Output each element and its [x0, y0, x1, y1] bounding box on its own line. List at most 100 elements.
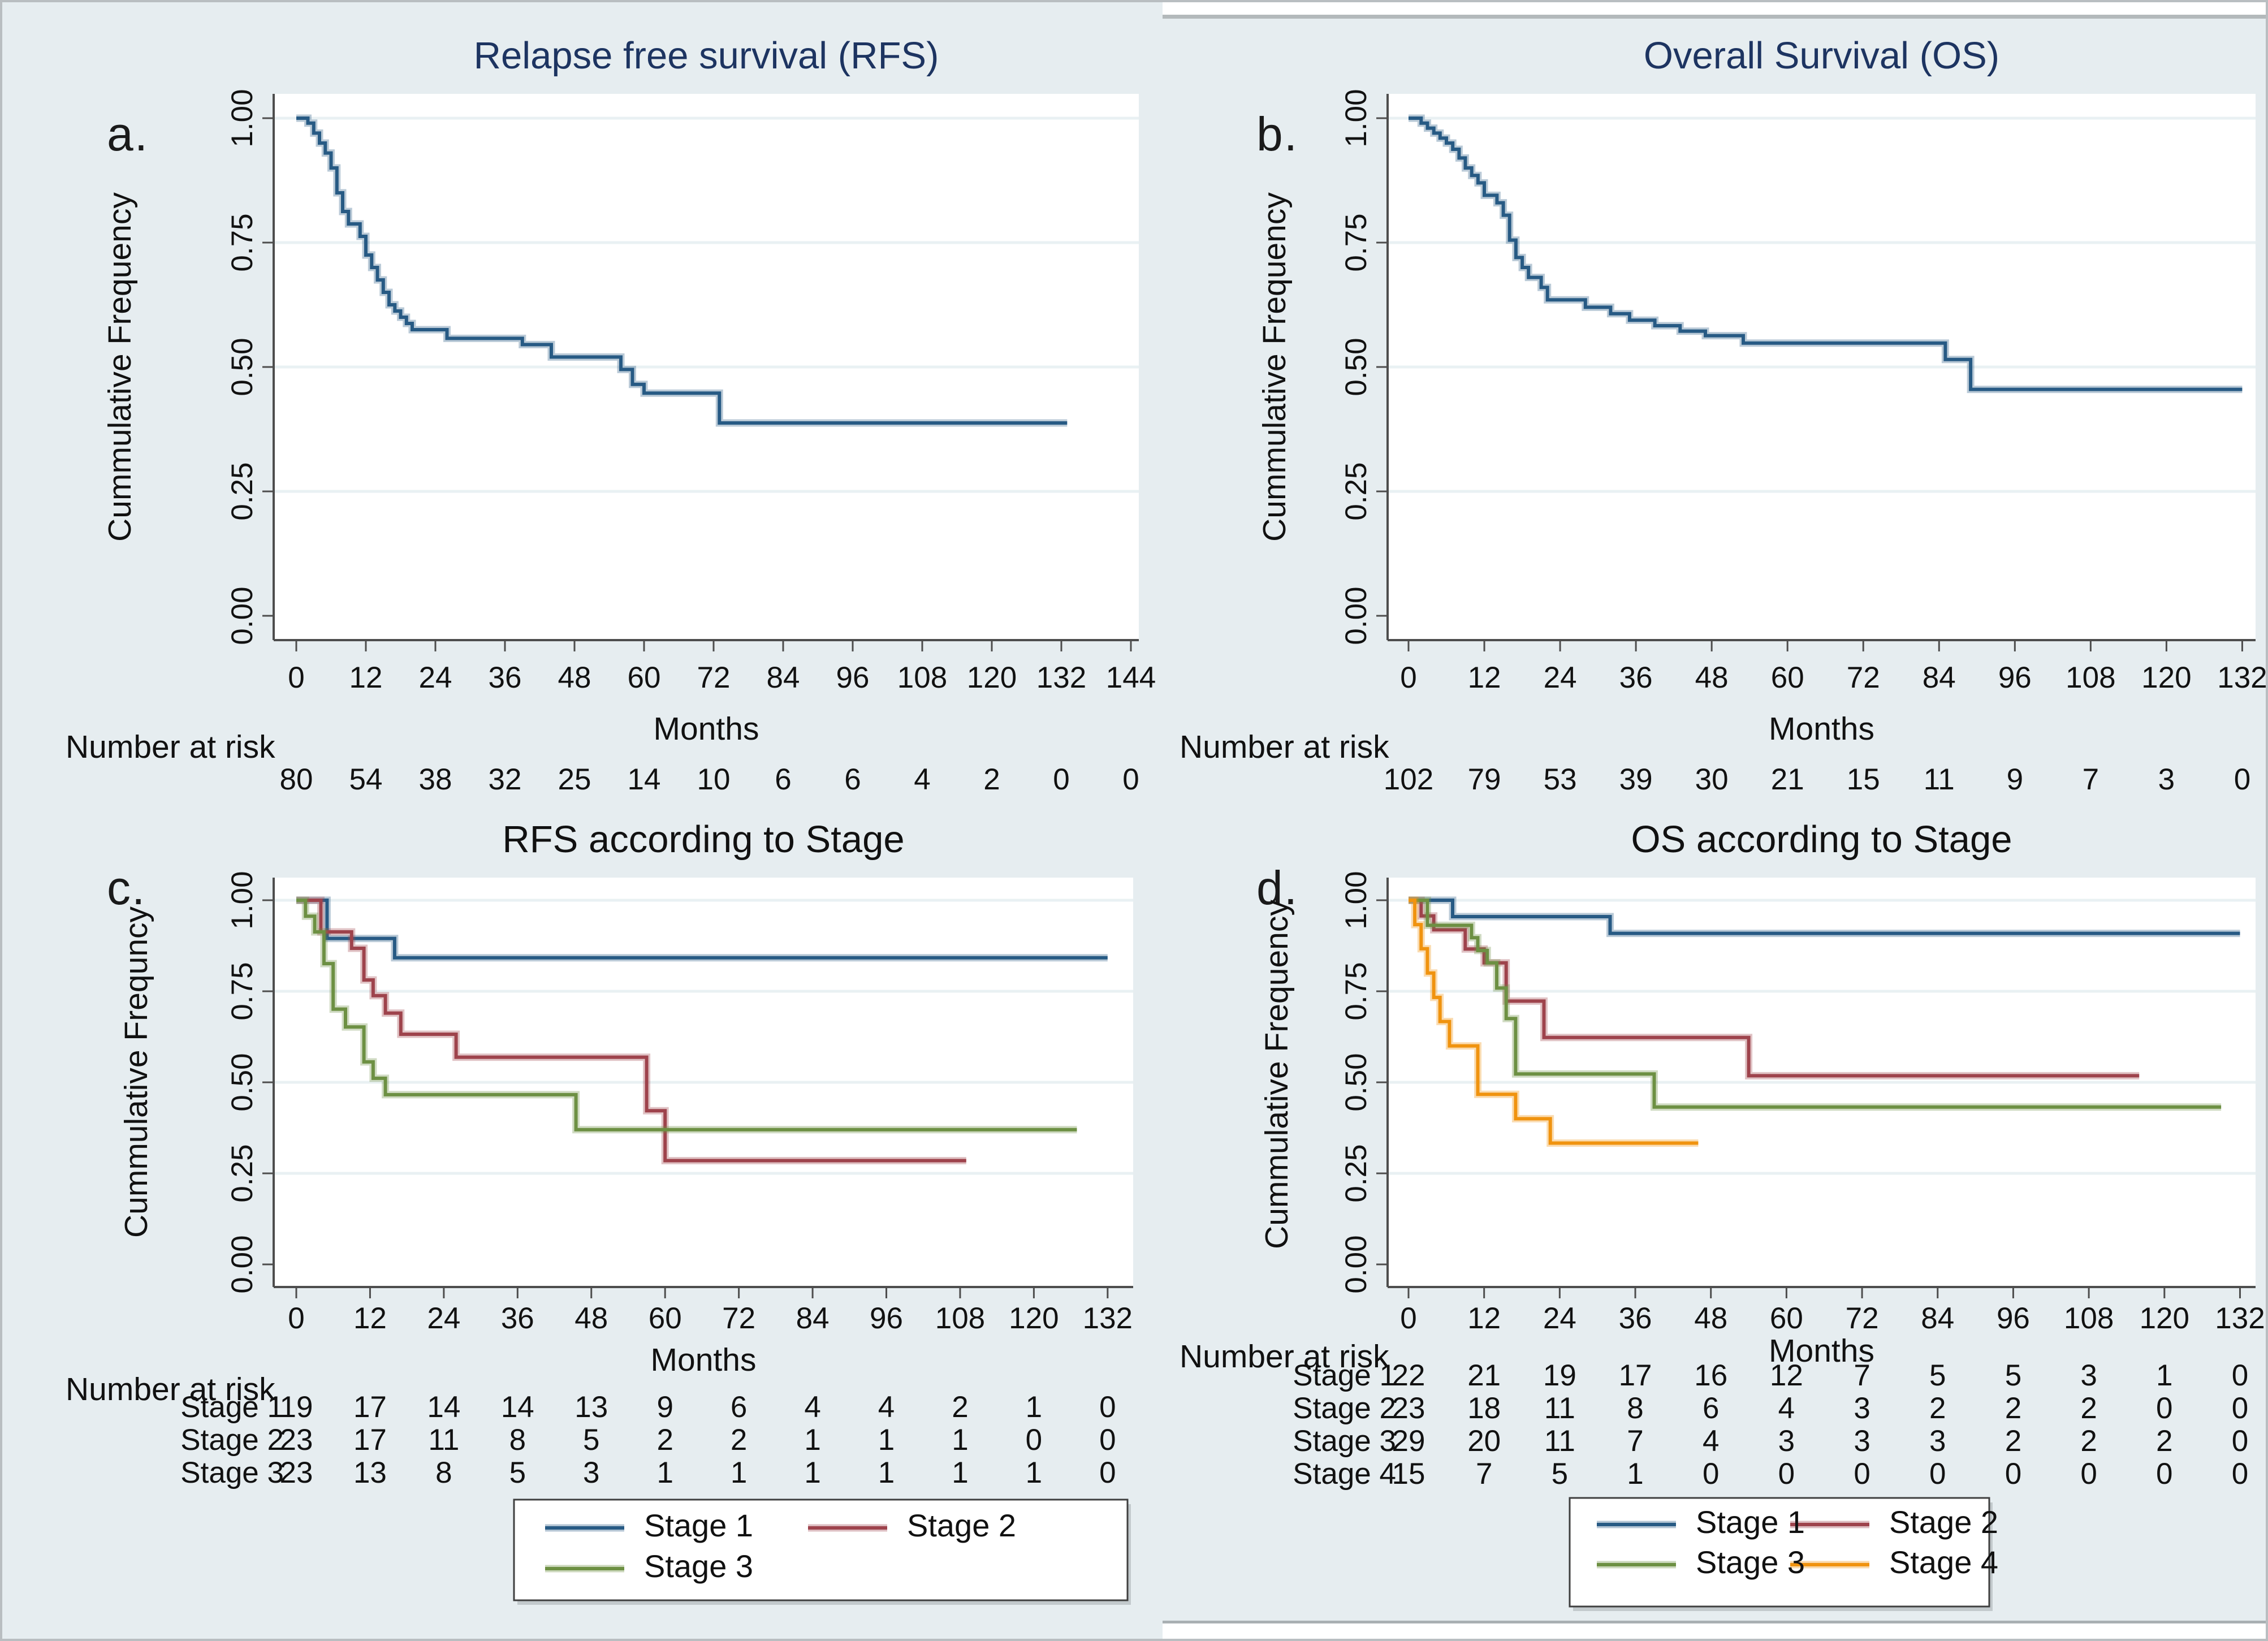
at-risk-value: 6 [731, 1390, 747, 1424]
at-risk-value: 1 [1026, 1456, 1042, 1489]
at-risk-value: 1 [656, 1456, 673, 1489]
x-tick-label: 60 [628, 661, 661, 694]
panel-c [262, 878, 1133, 1605]
at-risk-value: 2 [656, 1423, 673, 1457]
at-risk-value: 2 [2080, 1424, 2097, 1458]
at-risk-value: 3 [583, 1456, 599, 1489]
legend-label: Stage 3 [1696, 1544, 1805, 1580]
at-risk-value: 29 [1392, 1424, 1425, 1458]
x-tick-label: 108 [2066, 661, 2115, 694]
y-tick-label: 0.50 [226, 1053, 259, 1111]
panel-c-letter: c. [107, 861, 146, 914]
panel-d-title: OS according to Stage [1631, 818, 2012, 861]
at-risk-value: 21 [1771, 763, 1804, 796]
x-tick-label: 24 [1544, 661, 1577, 694]
at-risk-value: 3 [1854, 1392, 1870, 1425]
at-risk-value: 0 [2232, 1424, 2248, 1458]
x-tick-label: 0 [288, 661, 304, 694]
x-tick-label: 0 [1400, 1302, 1416, 1335]
legend-label: Stage 4 [1889, 1544, 1998, 1580]
panel-a [262, 94, 1139, 651]
x-tick-label: 96 [870, 1302, 903, 1335]
at-risk-value: 0 [2156, 1392, 2172, 1425]
survival-curve-os [1409, 116, 2243, 391]
x-tick-label: 96 [836, 661, 870, 694]
at-risk-value: 23 [280, 1423, 313, 1457]
at-risk-value: 14 [628, 763, 661, 796]
at-risk-value: 80 [280, 763, 313, 796]
at-risk-row-label: Stage 2 [180, 1423, 284, 1457]
at-risk-value: 0 [1099, 1390, 1116, 1424]
x-tick-label: 24 [1543, 1302, 1576, 1335]
at-risk-value: 20 [1467, 1424, 1501, 1458]
at-risk-value: 11 [1924, 763, 1955, 796]
at-risk-value: 4 [914, 763, 930, 796]
y-tick-label: 0.25 [1340, 1144, 1373, 1202]
at-risk-value: 1 [878, 1423, 895, 1457]
y-tick-label: 1.00 [1340, 89, 1373, 147]
at-risk-value: 0 [1099, 1423, 1116, 1457]
at-risk-value: 0 [1026, 1423, 1042, 1457]
at-risk-value: 17 [353, 1390, 387, 1424]
x-tick-label: 108 [897, 661, 947, 694]
y-tick-label: 0.00 [1340, 586, 1373, 645]
x-tick-label: 120 [1009, 1302, 1059, 1335]
x-tick-label: 12 [353, 1302, 387, 1335]
x-tick-label: 72 [722, 1302, 755, 1335]
at-risk-value: 8 [435, 1456, 452, 1489]
at-risk-value: 11 [1544, 1392, 1575, 1425]
at-risk-row-label: Stage 1 [180, 1390, 284, 1424]
at-risk-row-label: Stage 1 [1293, 1359, 1396, 1392]
survival-curve-stage-2 [296, 899, 966, 1163]
panel-b [1376, 94, 2256, 651]
at-risk-value: 2 [2080, 1392, 2097, 1425]
at-risk-value: 6 [775, 763, 791, 796]
at-risk-value: 0 [2080, 1457, 2097, 1491]
legend-label: Stage 2 [907, 1508, 1016, 1543]
at-risk-value: 38 [419, 763, 452, 796]
at-risk-value: 5 [2005, 1359, 2021, 1392]
at-risk-value: 0 [1778, 1457, 1795, 1491]
x-tick-label: 72 [1846, 1302, 1879, 1335]
at-risk-value: 14 [501, 1390, 534, 1424]
panel-c-xlabel: Months [650, 1342, 757, 1378]
x-tick-label: 48 [574, 1302, 608, 1335]
y-tick-label: 0.75 [1340, 962, 1373, 1020]
panel-d-xlabel: Months [1769, 1333, 1874, 1369]
at-risk-value: 1 [1627, 1457, 1643, 1491]
y-tick-label: 0.00 [226, 586, 259, 645]
panel-b-xlabel: Months [1769, 711, 1874, 747]
at-risk-value: 79 [1468, 763, 1501, 796]
at-risk-value: 3 [1929, 1424, 1946, 1458]
x-tick-label: 120 [2141, 661, 2191, 694]
at-risk-value: 25 [558, 763, 591, 796]
panel-b-title: Overall Survival (OS) [1643, 34, 2000, 77]
panel-d [1376, 878, 2256, 1611]
at-risk-value: 15 [1847, 763, 1880, 796]
at-risk-value: 13 [353, 1456, 387, 1489]
at-risk-value: 1 [731, 1456, 747, 1489]
x-tick-label: 60 [649, 1302, 682, 1335]
y-tick-label: 0.00 [226, 1235, 259, 1293]
at-risk-value: 7 [1627, 1424, 1643, 1458]
at-risk-value: 0 [2156, 1457, 2172, 1491]
at-risk-value: 19 [280, 1390, 313, 1424]
at-risk-value: 4 [878, 1390, 895, 1424]
at-risk-value: 5 [509, 1456, 526, 1489]
at-risk-value: 9 [656, 1390, 673, 1424]
at-risk-value: 18 [1467, 1392, 1501, 1425]
at-risk-value: 17 [1619, 1359, 1652, 1392]
x-tick-label: 60 [1770, 1302, 1803, 1335]
panel-c-number-at-risk-label: Number at risk [66, 1371, 275, 1407]
x-tick-label: 0 [1400, 661, 1416, 694]
at-risk-value: 17 [353, 1423, 387, 1457]
bottom-right-white-strip [1163, 1621, 2266, 1639]
at-risk-value: 2 [2005, 1392, 2021, 1425]
at-risk-value: 1 [952, 1423, 968, 1457]
at-risk-value: 1 [952, 1456, 968, 1489]
at-risk-value: 4 [804, 1390, 820, 1424]
at-risk-value: 2 [731, 1423, 747, 1457]
at-risk-value: 11 [428, 1423, 459, 1457]
x-tick-label: 72 [697, 661, 731, 694]
